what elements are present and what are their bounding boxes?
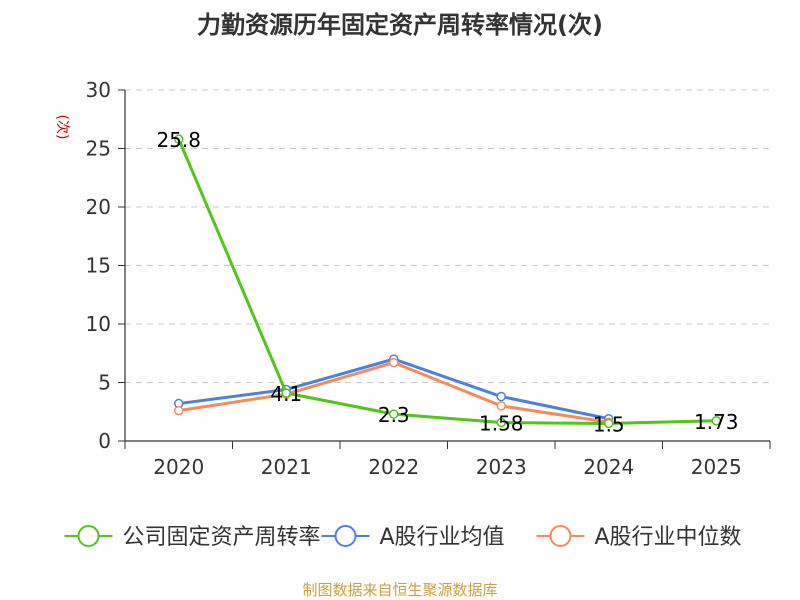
- grid-lines: [125, 89, 770, 383]
- data-label: 1.58: [479, 412, 524, 436]
- legend[interactable]: 公司固定资产周转率 A股行业均值 A股行业中位数: [64, 525, 742, 550]
- y-tick-label: 15: [86, 254, 111, 278]
- legend-marker: [334, 525, 357, 547]
- data-label: 2.3: [378, 403, 410, 427]
- series-0-point: [604, 418, 614, 429]
- data-label: 25.8: [156, 128, 201, 152]
- series-2-point: [174, 405, 184, 416]
- x-tick-label: 2022: [368, 455, 419, 479]
- y-axis-unit-label: (次): [54, 115, 70, 140]
- y-tick-label: 30: [86, 78, 111, 102]
- legend-label: 公司固定资产周转率: [123, 525, 321, 550]
- data-label: 4.1: [270, 382, 302, 406]
- y-tick-label: 10: [86, 312, 111, 336]
- y-tick-label: 20: [86, 195, 111, 219]
- series-lines: [174, 134, 721, 429]
- y-tick-label: 25: [86, 137, 111, 161]
- x-tick-label: 2024: [583, 455, 634, 479]
- legend-label: A股行业均值: [380, 525, 505, 550]
- y-tick-label: 5: [98, 371, 111, 395]
- series-2-point: [389, 357, 399, 368]
- legend-marker: [549, 525, 572, 547]
- series-0-point: [281, 388, 291, 398]
- legend-item-2[interactable]: A股行业中位数: [536, 525, 742, 550]
- legend-label: A股行业中位数: [595, 525, 742, 550]
- y-tick-label: 0: [98, 429, 111, 453]
- legend-marker: [77, 525, 100, 547]
- x-tick-label: 2020: [153, 455, 204, 479]
- data-label: 1.73: [694, 410, 739, 434]
- series-2-point: [496, 401, 506, 411]
- series-0-point: [389, 409, 399, 419]
- legend-item-1[interactable]: A股行业均值: [321, 525, 505, 550]
- legend-item-0[interactable]: 公司固定资产周转率: [64, 525, 321, 550]
- series-line-0: [177, 138, 717, 425]
- x-tick-label: 2025: [691, 455, 742, 479]
- data-label: 1.5: [593, 412, 625, 436]
- series-0-point: [496, 417, 506, 428]
- source-note: 制图数据来自恒生聚源数据库: [302, 581, 497, 599]
- series-1-point: [496, 391, 506, 402]
- x-tick-label: 2021: [261, 455, 312, 479]
- series-0-point: [711, 416, 721, 426]
- chart-title: 力勤资源历年固定资产周转率情况(次): [197, 11, 603, 39]
- data-labels: 25.8 4.1 2.3 1.58 1.5 1.73: [156, 128, 738, 436]
- series-0-point: [174, 134, 184, 144]
- x-tick-label: 2023: [476, 455, 527, 479]
